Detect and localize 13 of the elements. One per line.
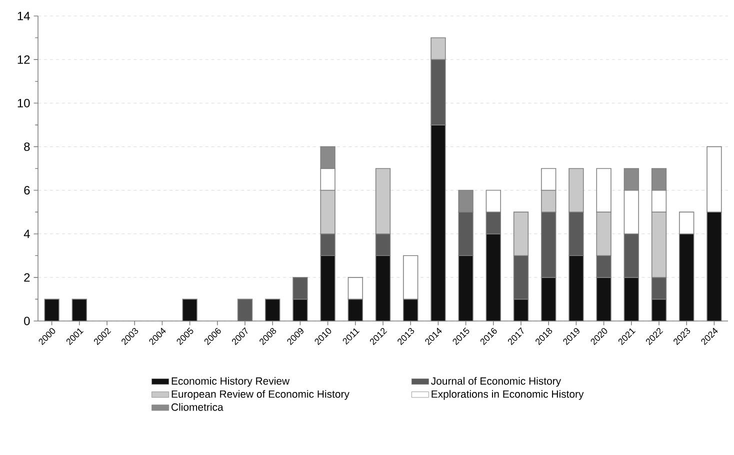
- y-tick-label: 12: [18, 55, 30, 64]
- y-tick-label: 10: [18, 98, 30, 108]
- y-tick-label: 0: [24, 316, 30, 326]
- legend-label: Explorations in Economic History: [432, 390, 584, 400]
- y-tick-label: 4: [24, 230, 30, 238]
- legend-label: European Review of Economic History: [172, 390, 350, 400]
- y-tick-label: 8: [24, 142, 30, 151]
- y-tick-label: 2: [24, 273, 30, 282]
- legend-label: Journal of Economic History: [431, 377, 562, 387]
- legend-label: Economic History Review: [172, 377, 290, 387]
- legend-label: Cliometrica: [172, 403, 224, 411]
- y-tick-label: 6: [24, 186, 30, 194]
- y-tick-label: 14: [18, 12, 30, 20]
